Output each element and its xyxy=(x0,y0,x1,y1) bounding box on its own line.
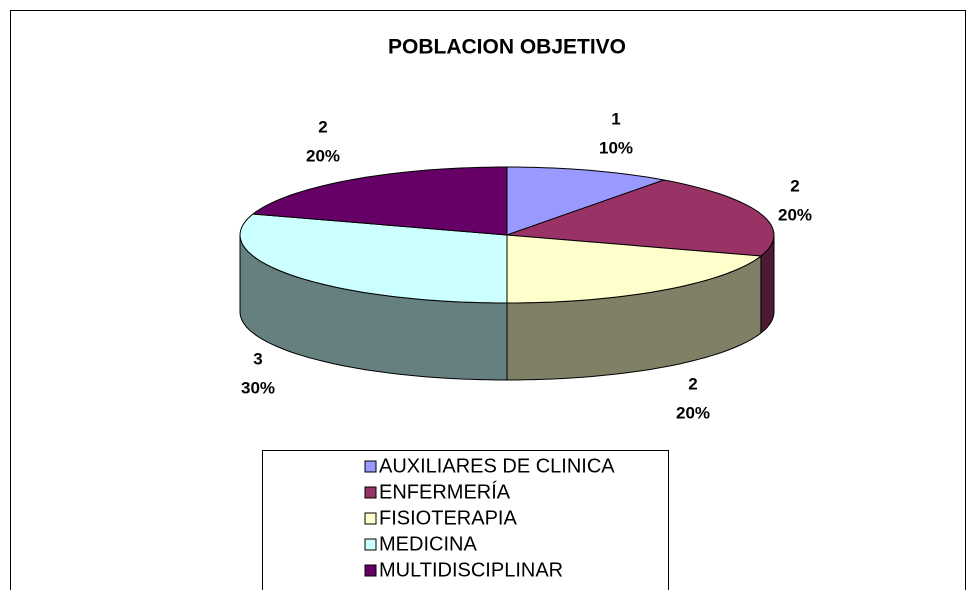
legend-label: AUXILIARES DE CLINICA xyxy=(379,455,615,477)
legend-label: ENFERMERÍA xyxy=(379,480,511,503)
pie-slice xyxy=(239,213,508,304)
legend-swatch xyxy=(364,538,377,551)
data-label: 2 xyxy=(318,117,327,136)
legend-swatch xyxy=(364,564,377,577)
legend-label: MEDICINA xyxy=(379,533,477,555)
legend-label: MULTIDISCIPLINAR xyxy=(379,559,563,581)
legend-label: FISIOTERAPIA xyxy=(379,507,517,529)
data-label: 3 xyxy=(253,349,262,368)
legend-swatch xyxy=(364,512,377,525)
data-label-percent: 20% xyxy=(778,205,812,224)
pie-slice xyxy=(506,179,775,257)
data-label: 2 xyxy=(790,176,799,195)
data-label: 2 xyxy=(688,374,697,393)
data-label-percent: 20% xyxy=(306,146,340,165)
chart-frame xyxy=(10,10,966,590)
data-label: 1 xyxy=(611,109,620,128)
pie-slice xyxy=(506,166,666,236)
legend-swatch xyxy=(364,486,377,499)
data-label-percent: 10% xyxy=(599,138,633,157)
pie-slice xyxy=(251,166,508,236)
pie-slice xyxy=(506,234,763,304)
legend-box xyxy=(262,450,669,590)
chart-title: POBLACION OBJETIVO xyxy=(388,36,626,59)
legend-swatch xyxy=(364,460,377,473)
data-label-percent: 30% xyxy=(241,378,275,397)
data-label-percent: 20% xyxy=(676,403,710,422)
